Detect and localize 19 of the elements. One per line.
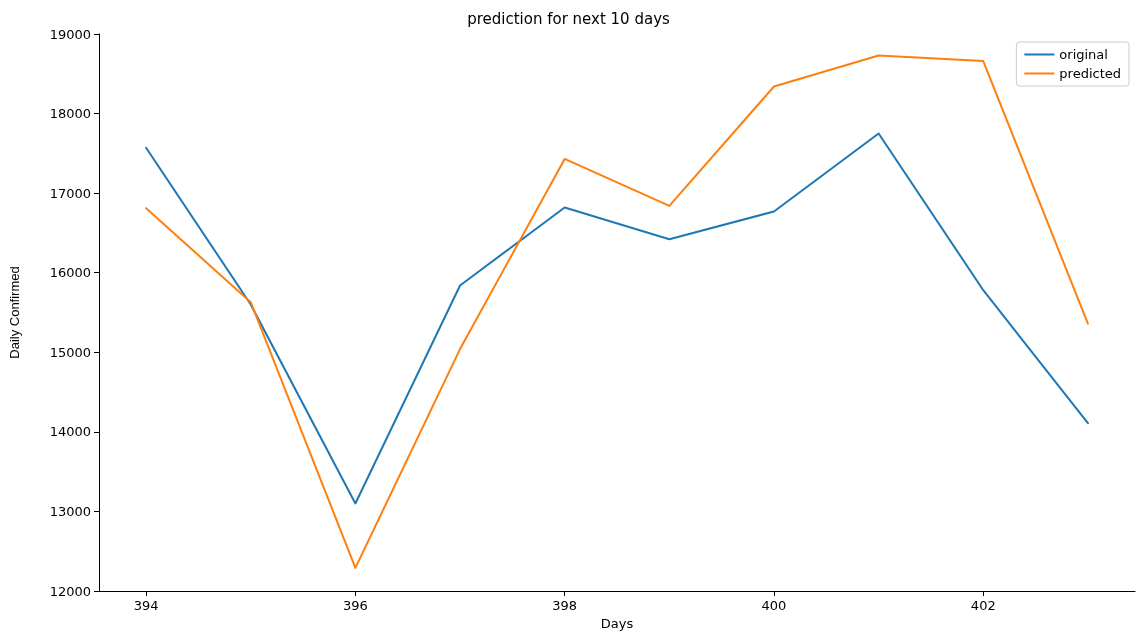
y-tick-label: 17000	[49, 185, 91, 201]
x-tick-label: 400	[761, 598, 787, 613]
x-tick-label: 394	[133, 598, 159, 613]
y-tick-label: 18000	[49, 106, 91, 122]
x-tick-label: 398	[552, 598, 578, 613]
line-series	[145, 132, 1089, 505]
y-axis-title: Daily Confirmed	[7, 266, 22, 359]
y-tick-label: 12000	[49, 583, 91, 599]
chart-title: prediction for next 10 days	[467, 9, 671, 28]
y-tick-label: 13000	[49, 503, 91, 519]
x-tick-label: 396	[342, 598, 368, 613]
y-tick-label: 16000	[49, 265, 91, 281]
legend-label: original	[1059, 47, 1108, 62]
y-tick-label: 14000	[49, 424, 91, 440]
y-tick-label: 15000	[49, 344, 91, 360]
y-tick-label: 19000	[49, 26, 91, 42]
x-axis-title: Days	[600, 616, 634, 631]
legend-label: predicted	[1059, 66, 1121, 81]
x-tick-label: 402	[970, 598, 996, 613]
